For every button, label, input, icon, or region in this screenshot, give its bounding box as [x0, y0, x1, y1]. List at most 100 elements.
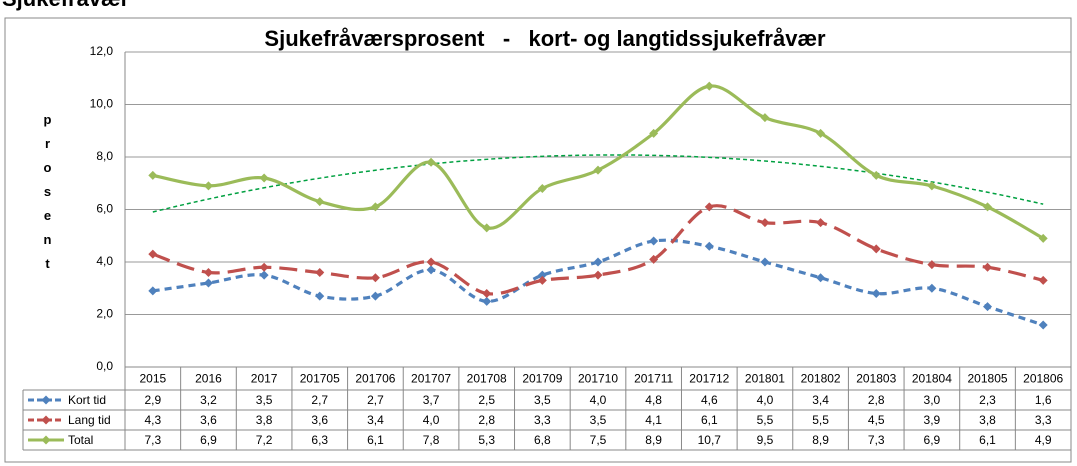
table-value: 8,9: [812, 433, 829, 447]
marker: [537, 275, 547, 285]
y-tick-label: 6,0: [96, 202, 113, 216]
x-tick-label: 201706: [355, 372, 395, 386]
table-value: 3,3: [1035, 413, 1052, 427]
table-value: 3,7: [423, 393, 440, 407]
marker: [983, 262, 993, 272]
marker: [41, 415, 51, 425]
marker: [203, 181, 213, 191]
marker: [148, 286, 158, 296]
x-tick-label: 201710: [578, 372, 618, 386]
marker: [1038, 233, 1048, 243]
marker: [482, 296, 492, 306]
marker: [41, 435, 51, 445]
marker: [927, 181, 937, 191]
table-value: 6,3: [311, 433, 328, 447]
legend-label: Total: [68, 433, 93, 447]
table-value: 1,6: [1035, 393, 1052, 407]
table-value: 7,3: [868, 433, 885, 447]
y-axis-label: prosent: [40, 112, 55, 280]
table-value: 4,0: [757, 393, 774, 407]
table-value: 9,5: [757, 433, 774, 447]
series-line: [152, 204, 1044, 296]
table-value: 6,1: [979, 433, 996, 447]
table-value: 6,9: [924, 433, 941, 447]
x-tick-label: 2016: [195, 372, 222, 386]
marker: [649, 128, 659, 138]
marker: [41, 395, 51, 405]
table-value: 3,8: [979, 413, 996, 427]
table-value: 3,2: [200, 393, 217, 407]
trendline: [152, 154, 1044, 213]
marker: [370, 291, 380, 301]
marker: [704, 81, 714, 91]
marker: [203, 278, 213, 288]
y-tick-label: 4,0: [96, 254, 113, 268]
table-value: 5,5: [757, 413, 774, 427]
marker: [426, 257, 436, 267]
marker: [927, 283, 937, 293]
marker: [983, 302, 993, 312]
marker: [315, 197, 325, 207]
marker: [983, 202, 993, 212]
table-value: 3,0: [924, 393, 941, 407]
marker: [148, 249, 158, 259]
table-value: 3,5: [256, 393, 273, 407]
table-value: 2,7: [367, 393, 384, 407]
table-value: 3,4: [812, 393, 829, 407]
x-tick-label: 201705: [300, 372, 340, 386]
marker: [593, 165, 603, 175]
marker: [816, 128, 826, 138]
table-value: 4,8: [645, 393, 662, 407]
table-value: 3,5: [534, 393, 551, 407]
y-tick-label: 2,0: [96, 307, 113, 321]
marker: [1038, 320, 1048, 330]
marker: [370, 202, 380, 212]
marker: [203, 268, 213, 277]
x-tick-label: 201804: [912, 372, 952, 386]
marker: [426, 265, 436, 275]
marker: [259, 270, 269, 280]
table-value: 4,0: [423, 413, 440, 427]
x-tick-label: 201802: [801, 372, 841, 386]
table-value: 4,1: [645, 413, 662, 427]
marker: [593, 257, 603, 267]
marker: [927, 260, 937, 270]
marker: [704, 241, 714, 251]
table-value: 2,7: [311, 393, 328, 407]
marker: [259, 173, 269, 183]
marker: [315, 291, 325, 301]
marker: [871, 244, 881, 254]
table-value: 10,7: [698, 433, 722, 447]
table-value: 2,9: [144, 393, 161, 407]
y-tick-label: 12,0: [90, 44, 114, 58]
marker: [816, 218, 826, 228]
marker: [760, 257, 770, 267]
marker: [871, 289, 881, 298]
x-tick-label: 201801: [745, 372, 785, 386]
table-value: 4,6: [701, 393, 718, 407]
marker: [482, 289, 492, 298]
table-value: 3,8: [256, 413, 273, 427]
marker: [760, 113, 770, 123]
x-tick-label: 201707: [411, 372, 451, 386]
table-value: 6,1: [701, 413, 718, 427]
table-value: 2,8: [478, 413, 495, 427]
table-value: 7,8: [423, 433, 440, 447]
marker: [259, 262, 269, 272]
x-tick-label: 2017: [251, 372, 278, 386]
x-tick-label: 201805: [968, 372, 1008, 386]
table-value: 7,5: [590, 433, 607, 447]
header-title: Sjukefravær: [2, 0, 129, 12]
marker: [871, 170, 881, 180]
table-value: 6,9: [200, 433, 217, 447]
y-tick-label: 8,0: [96, 149, 113, 163]
marker: [760, 218, 770, 228]
table-value: 4,9: [1035, 433, 1052, 447]
marker: [370, 273, 380, 283]
marker: [649, 236, 659, 246]
table-value: 2,5: [478, 393, 495, 407]
table-value: 3,6: [311, 413, 328, 427]
table-value: 4,0: [590, 393, 607, 407]
table-value: 5,5: [812, 413, 829, 427]
